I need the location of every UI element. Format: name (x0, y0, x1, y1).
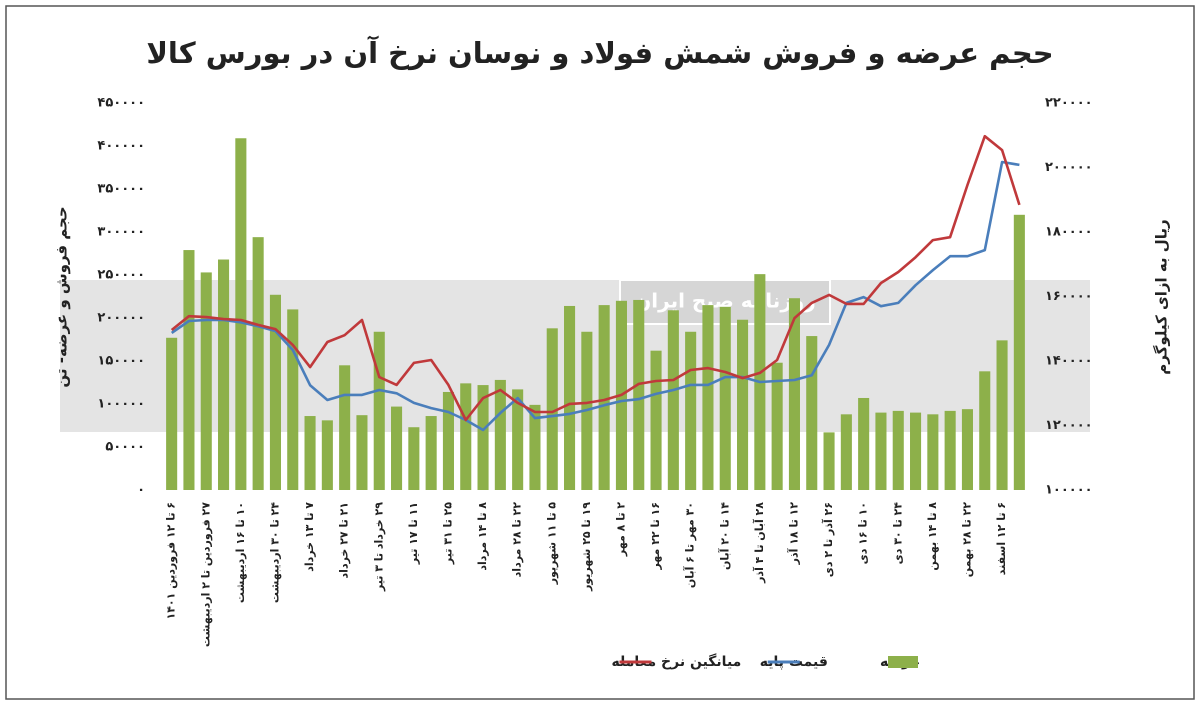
y2-tick-label: ۱۸۰۰۰۰ (1045, 225, 1093, 240)
x-tick-label: ۶ تا ۱۲ فروردین ۱۴۰۱ (165, 502, 178, 620)
y-tick-label: ۴۵۰۰۰۰ (97, 96, 145, 111)
x-tick-label: ۲ تا ۸ مهر (614, 502, 627, 557)
x-tick-label: ۲۹ خرداد تا ۳ تیر (372, 502, 385, 592)
x-tick-label: ۲۸ آبان تا ۴ آذر (752, 502, 766, 584)
bar (373, 331, 385, 490)
y2-tick-label: ۱۲۰۰۰۰ (1045, 418, 1093, 433)
bar (823, 432, 835, 490)
bar (356, 415, 368, 490)
bar (719, 306, 731, 490)
bar (650, 350, 662, 490)
bar (633, 299, 645, 490)
y-axis-label: حجم فروش و عرضه- تن (53, 206, 71, 387)
bar (529, 404, 541, 490)
x-tick-label: ۱۰ تا ۱۶ دی (857, 502, 870, 564)
chart-title: حجم عرضه و فروش شمش فولاد و نوسان نرخ آن… (146, 35, 1053, 70)
y-tick-label: ۱۵۰۰۰۰ (97, 354, 145, 369)
bar (287, 309, 299, 490)
bar (875, 412, 887, 490)
bar (979, 371, 991, 490)
bar (771, 362, 783, 490)
line (170, 160, 1020, 432)
x-tick-label: ۱۶ تا ۲۲ مهر (649, 502, 662, 571)
bar (840, 414, 852, 490)
bar (927, 414, 939, 490)
y2-tick-label: ۱۶۰۰۰۰ (1045, 289, 1093, 304)
bar (460, 383, 472, 490)
bar (408, 427, 420, 490)
bar (321, 420, 333, 490)
y-tick-label: ۲۰۰۰۰۰ (97, 311, 145, 326)
bar (235, 138, 247, 490)
bar (858, 397, 870, 490)
y-tick-label: ۵۰۰۰۰ (105, 440, 145, 455)
y-tick-label: ۱۰۰۰۰۰ (97, 397, 145, 412)
x-tick-label: ۲۵ تا ۳۱ تیر (441, 502, 454, 565)
bar (910, 412, 922, 490)
y-tick-label: ۰ (137, 483, 145, 498)
y2-axis-label: ریال به ازای کیلوگرم (1153, 219, 1171, 374)
x-tick-label: ۱۰ تا ۱۶ اردیبهشت (234, 502, 247, 603)
x-tick-label: ۶ تا ۱۲ اسفند (995, 502, 1008, 575)
x-tick-label: ۲۷ فروردین تا ۲ اردیبهشت (199, 502, 212, 647)
bar (598, 305, 610, 490)
y-tick-label: ۲۵۰۰۰۰ (97, 268, 145, 283)
bar (269, 294, 281, 490)
bar (737, 319, 749, 490)
x-tick-label: ۲۲ تا ۲۸ بهمن (960, 502, 973, 578)
bar (546, 328, 558, 490)
y2-tick-label: ۲۲۰۰۰۰ (1045, 96, 1093, 111)
bar (477, 385, 489, 490)
y-tick-label: ۳۵۰۰۰۰ (97, 182, 145, 197)
bar (1013, 214, 1025, 491)
bar (252, 237, 264, 490)
bar (183, 250, 195, 490)
bar (218, 259, 230, 490)
bar (944, 410, 956, 490)
y2-tick-label: ۱۰۰۰۰۰ (1045, 483, 1093, 498)
bar (391, 406, 403, 490)
y-tick-label: ۳۰۰۰۰۰ (97, 225, 145, 240)
bar (806, 336, 818, 490)
bar (564, 305, 576, 490)
bar (788, 298, 800, 490)
x-tick-label: ۲۴ تا ۳۰ اردیبهشت (268, 502, 281, 603)
bar (685, 331, 697, 490)
bar (339, 365, 351, 490)
x-tick-label: ۱۹ تا ۲۵ شهریور (580, 502, 593, 592)
y-tick-label: ۴۰۰۰۰۰ (97, 139, 145, 154)
x-tick-label: ۱۴ تا ۲۰ آبان (717, 502, 731, 570)
x-tick-label: ۲۲ تا ۲۸ مرداد (511, 502, 524, 578)
bar (200, 272, 212, 490)
x-tick-label: ۲۶ آذر تا ۲ دی (821, 502, 835, 577)
bar (996, 340, 1008, 490)
x-tick-label: ۱۲ تا ۱۸ آذر (786, 502, 800, 566)
bar (961, 409, 973, 490)
y2-tick-label: ۱۴۰۰۰۰ (1045, 354, 1093, 369)
legend-swatch (888, 656, 918, 668)
bar (494, 379, 506, 490)
x-tick-label: ۱۱ تا ۱۷ تیر (407, 502, 420, 565)
bar (667, 310, 679, 490)
legend-label: میانگین نرخ معامله (611, 653, 741, 670)
bar (166, 337, 178, 490)
bar (425, 416, 437, 490)
x-tick-label: ۸ تا ۱۴ مرداد (476, 502, 489, 571)
y2-tick-label: ۲۰۰۰۰۰ (1045, 160, 1093, 175)
bar (892, 410, 904, 490)
x-tick-label: ۲۴ تا ۳۰ دی (891, 502, 904, 565)
x-tick-label: ۵ تا ۱۱ شهریور (545, 502, 558, 585)
bar (304, 416, 316, 490)
x-tick-label: ۳۰ مهر تا ۶ آبان (683, 502, 697, 588)
bar (512, 389, 524, 490)
x-tick-label: ۸ تا ۱۴ بهمن (926, 502, 939, 571)
bar (442, 391, 454, 490)
line (170, 134, 1021, 422)
x-tick-label: ۷ تا ۱۳ خرداد (303, 502, 316, 572)
bar (702, 305, 714, 490)
x-tick-label: ۲۱ تا ۲۷ خرداد (338, 502, 351, 578)
